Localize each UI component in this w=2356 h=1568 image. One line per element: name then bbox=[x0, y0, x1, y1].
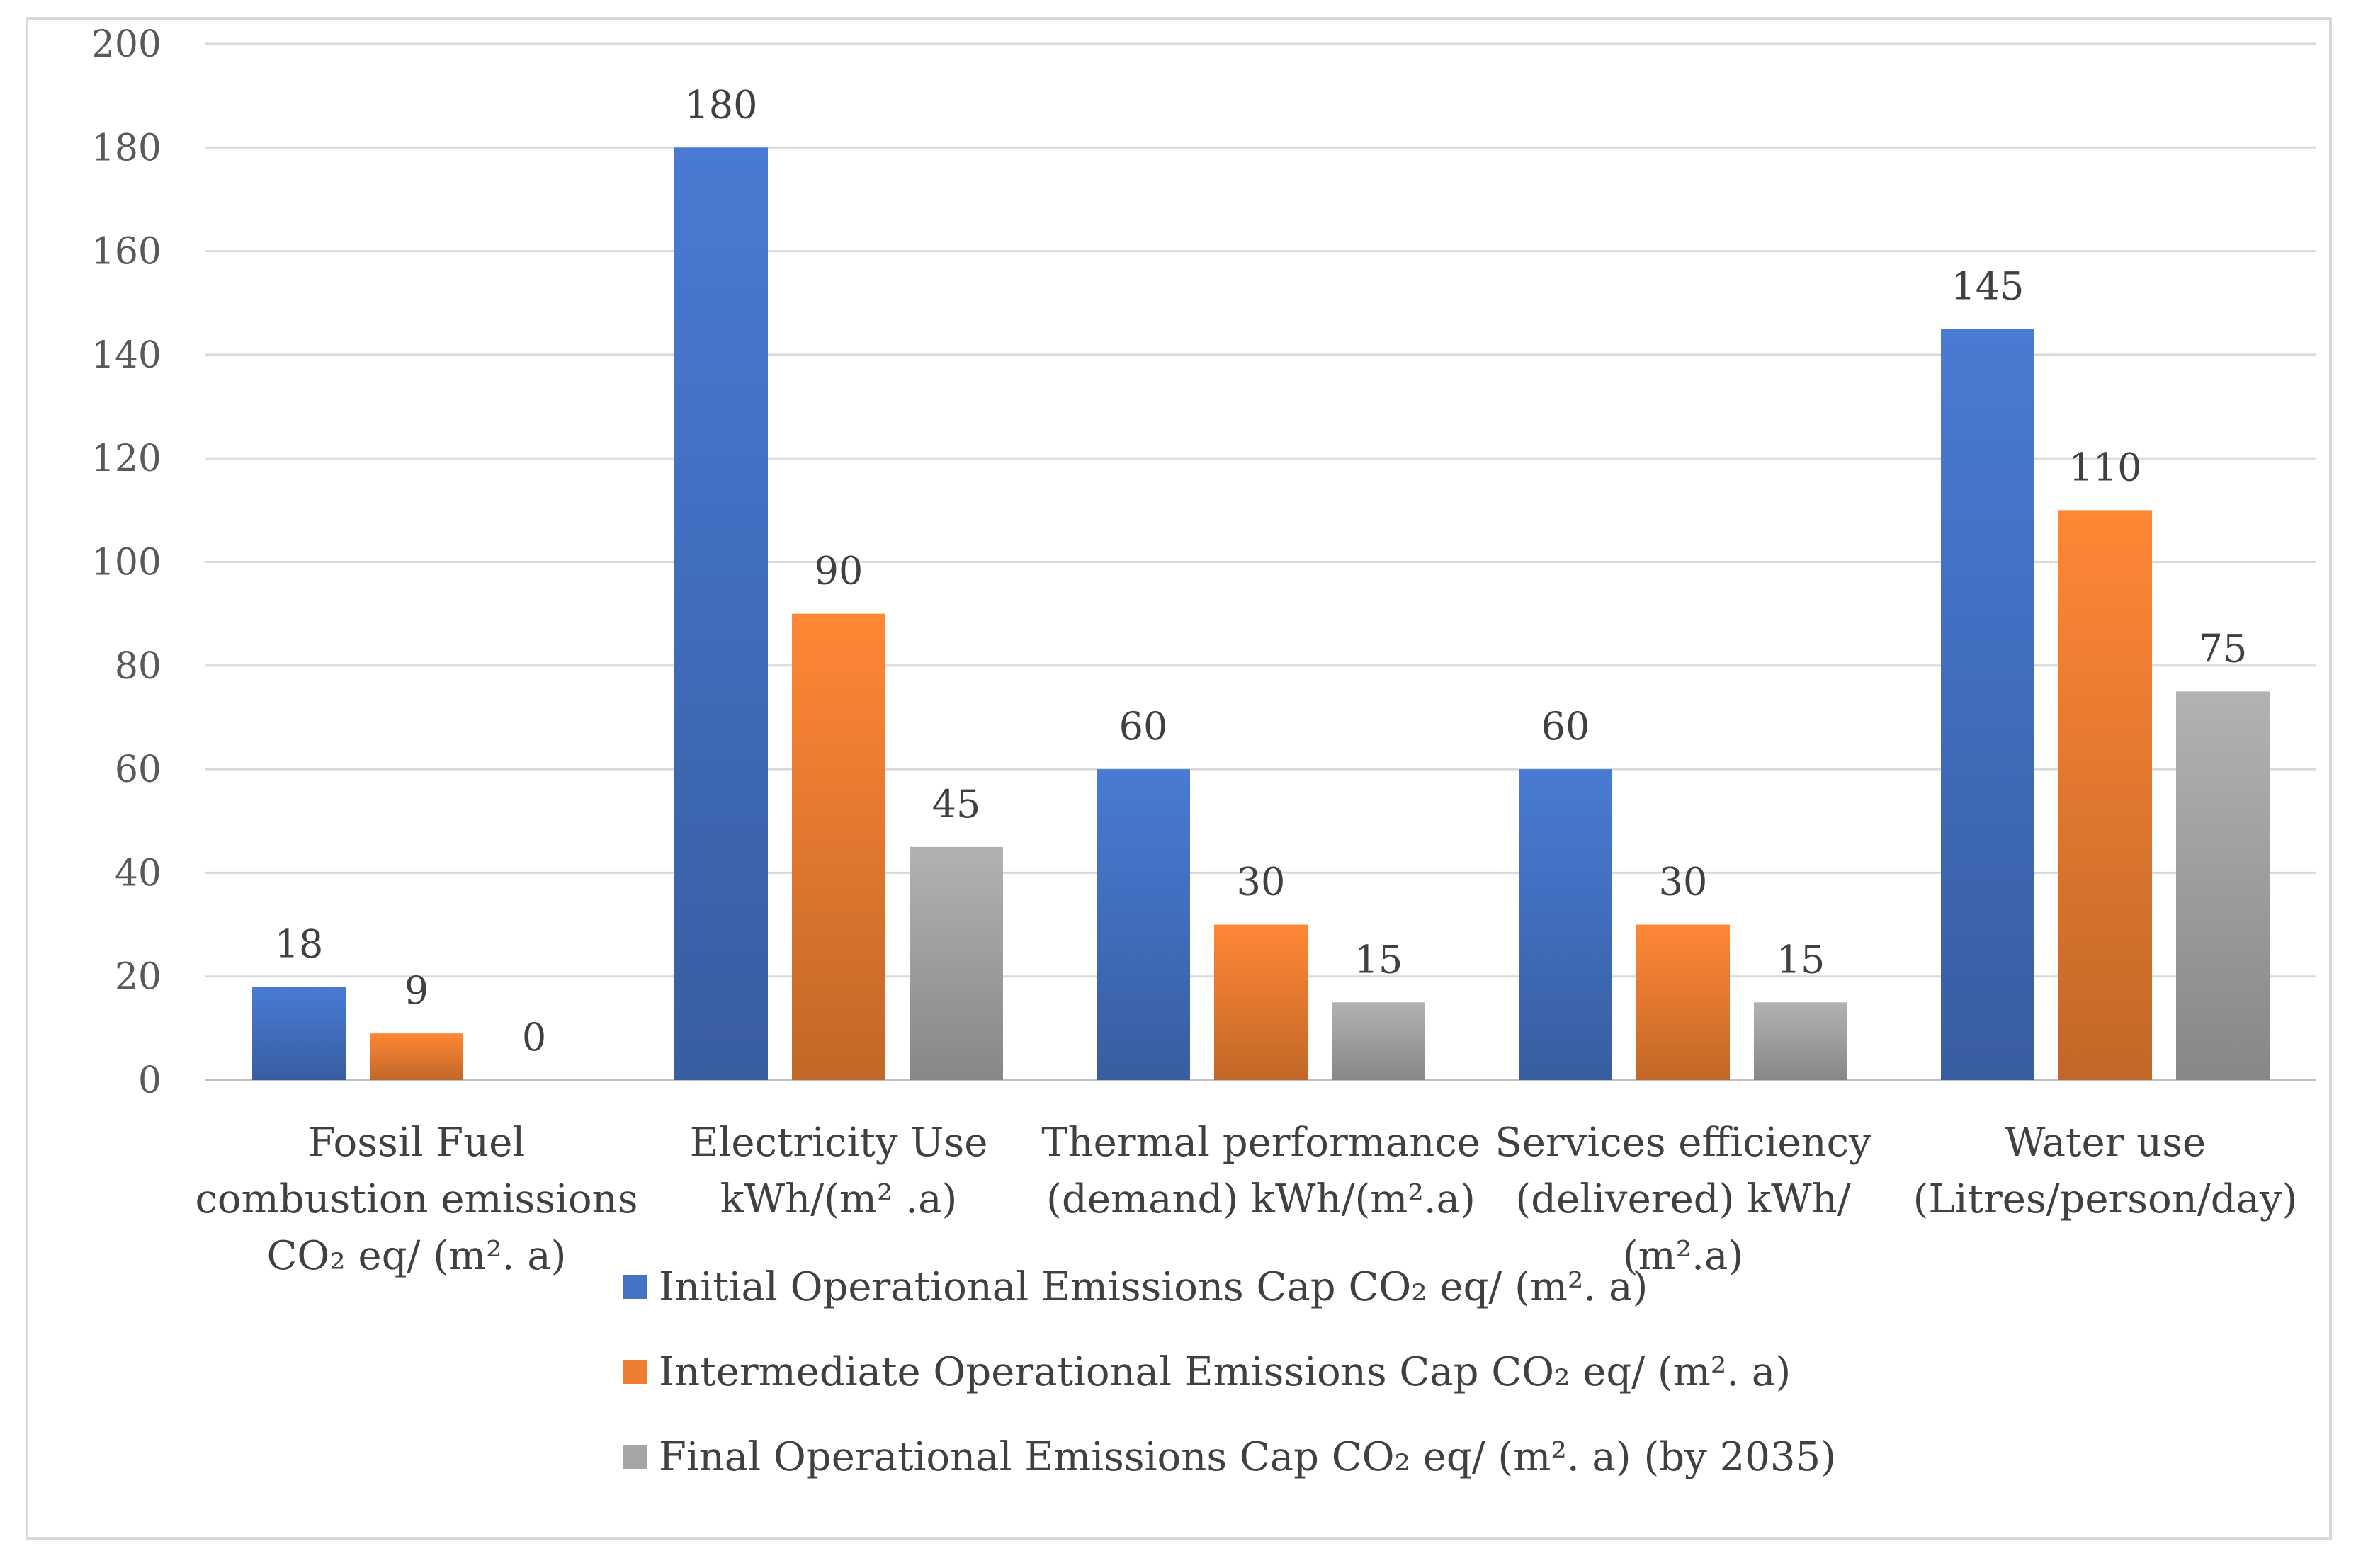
data-label: 110 bbox=[2068, 445, 2141, 489]
bar bbox=[1754, 1002, 1847, 1080]
bar bbox=[1332, 1002, 1425, 1080]
bars bbox=[252, 147, 2270, 1081]
legend-swatch bbox=[623, 1360, 647, 1384]
bar bbox=[910, 846, 1003, 1080]
bar bbox=[2058, 510, 2152, 1080]
bar bbox=[2176, 691, 2270, 1080]
y-tick-label: 60 bbox=[115, 749, 162, 791]
data-label: 180 bbox=[684, 82, 757, 127]
category-label: (delivered) kWh/ bbox=[1515, 1176, 1850, 1222]
y-tick-label: 200 bbox=[91, 23, 162, 66]
data-label: 30 bbox=[1237, 860, 1286, 904]
data-label: 75 bbox=[2199, 626, 2248, 671]
y-tick-label: 120 bbox=[91, 438, 162, 480]
x-axis-categories: Fossil Fuel combustion emissions CO₂ eq/ (… bbox=[196, 1120, 2298, 1279]
legend-swatch bbox=[623, 1445, 647, 1469]
category-label: (demand) kWh/(m².a) bbox=[1046, 1176, 1476, 1222]
y-tick-label: 20 bbox=[115, 956, 162, 999]
bar bbox=[252, 987, 346, 1080]
legend: Initial Operational Emissions Cap CO₂ eq… bbox=[623, 1264, 1836, 1480]
y-tick-label: 80 bbox=[115, 645, 162, 688]
legend-label: Initial Operational Emissions Cap CO₂ eq… bbox=[659, 1264, 1648, 1310]
legend-label: Final Operational Emissions Cap CO₂ eq/ … bbox=[659, 1434, 1836, 1480]
data-label: 15 bbox=[1777, 937, 1825, 982]
bar bbox=[1214, 924, 1308, 1080]
y-tick-label: 100 bbox=[91, 542, 162, 584]
legend-swatch bbox=[623, 1275, 647, 1299]
bar bbox=[792, 613, 885, 1080]
category-label: Fossil Fuel bbox=[308, 1120, 526, 1166]
bar bbox=[674, 147, 768, 1080]
data-label: 0 bbox=[522, 1015, 546, 1059]
data-label: 60 bbox=[1119, 704, 1168, 749]
category-label: combustion emissions bbox=[196, 1176, 638, 1222]
data-label: 145 bbox=[1951, 263, 2024, 308]
category-label: CO₂ eq/ (m². a) bbox=[267, 1233, 567, 1279]
data-label: 45 bbox=[932, 782, 981, 826]
bar bbox=[370, 1033, 463, 1080]
category-label: (Litres/person/day) bbox=[1913, 1176, 2298, 1222]
data-label: 15 bbox=[1354, 937, 1403, 982]
bar bbox=[1097, 769, 1190, 1080]
data-label: 18 bbox=[275, 921, 324, 966]
legend-label: Intermediate Operational Emissions Cap C… bbox=[659, 1349, 1791, 1395]
data-label: 60 bbox=[1541, 704, 1590, 749]
category-label: Water use bbox=[2005, 1120, 2206, 1166]
y-tick-label: 140 bbox=[91, 334, 162, 377]
y-axis-ticks: 0 20 40 60 80 100 120 140 160 180 200 bbox=[91, 23, 162, 1102]
category-label: kWh/(m² .a) bbox=[720, 1176, 958, 1222]
y-tick-label: 180 bbox=[91, 127, 162, 169]
data-label: 30 bbox=[1659, 860, 1708, 904]
category-label: Electricity Use bbox=[690, 1120, 988, 1166]
data-label: 9 bbox=[404, 968, 429, 1013]
y-tick-label: 40 bbox=[115, 852, 162, 894]
data-label: 90 bbox=[815, 549, 863, 593]
y-tick-label: 0 bbox=[138, 1059, 162, 1102]
category-label: (m².a) bbox=[1623, 1233, 1743, 1279]
category-label: Services efficiency bbox=[1495, 1120, 1871, 1166]
category-label: Thermal performance bbox=[1041, 1120, 1480, 1166]
bar bbox=[1636, 924, 1730, 1080]
bar bbox=[1519, 769, 1612, 1080]
bar bbox=[1941, 329, 2034, 1081]
y-tick-label: 160 bbox=[91, 231, 162, 273]
